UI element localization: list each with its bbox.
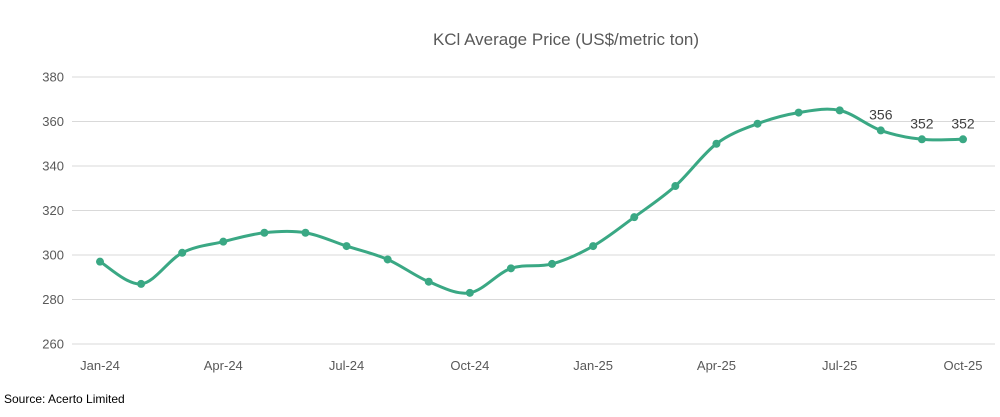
data-point — [630, 213, 639, 222]
y-tick-label: 300 — [42, 248, 64, 263]
data-label: 352 — [951, 115, 975, 131]
x-tick-label: Jan-24 — [80, 358, 120, 373]
data-point — [137, 279, 146, 288]
data-label: 352 — [910, 115, 934, 131]
data-point — [917, 135, 926, 144]
data-point — [671, 182, 680, 191]
y-tick-label: 340 — [42, 159, 64, 174]
series-layer — [96, 106, 967, 297]
x-tick-label: Oct-24 — [450, 358, 489, 373]
source-note: Source: Acerto Limited — [4, 392, 125, 406]
y-tick-label: 360 — [42, 114, 64, 129]
x-tick-label: Apr-24 — [204, 358, 243, 373]
x-tick-label: Jul-25 — [822, 358, 857, 373]
data-point — [96, 257, 104, 266]
chart-title: KCl Average Price (US$/metric ton) — [433, 30, 699, 49]
y-tick-label: 260 — [42, 337, 64, 352]
x-tick-label: Jul-24 — [329, 358, 364, 373]
data-point — [548, 259, 557, 268]
data-point — [465, 288, 474, 297]
data-point — [753, 119, 762, 128]
data-point — [383, 255, 392, 264]
y-tick-label: 280 — [42, 292, 64, 307]
data-point — [876, 126, 885, 135]
data-point — [424, 277, 433, 286]
y-tick-label: 320 — [42, 203, 64, 218]
data-labels: 356 352 352 — [869, 106, 975, 131]
x-tick-label: Jan-25 — [573, 358, 613, 373]
data-point — [794, 108, 803, 117]
data-point — [506, 264, 515, 273]
data-point — [589, 242, 598, 251]
data-point — [342, 242, 351, 251]
data-point — [178, 248, 187, 257]
data-point — [219, 237, 228, 246]
series-line — [98, 107, 965, 295]
x-tick-label: Apr-25 — [697, 358, 736, 373]
data-point — [301, 228, 310, 237]
data-point — [260, 228, 269, 237]
data-point — [959, 135, 967, 144]
gridlines — [72, 76, 995, 345]
y-tick-label: 380 — [42, 70, 64, 85]
data-label: 356 — [869, 106, 893, 122]
data-point — [712, 139, 721, 148]
x-tick-label: Oct-25 — [943, 358, 982, 373]
axes: 260 280 300 320 340 360 380 Jan-24 Apr-24 Jul-24 O… — [42, 70, 982, 374]
data-point — [835, 106, 844, 115]
